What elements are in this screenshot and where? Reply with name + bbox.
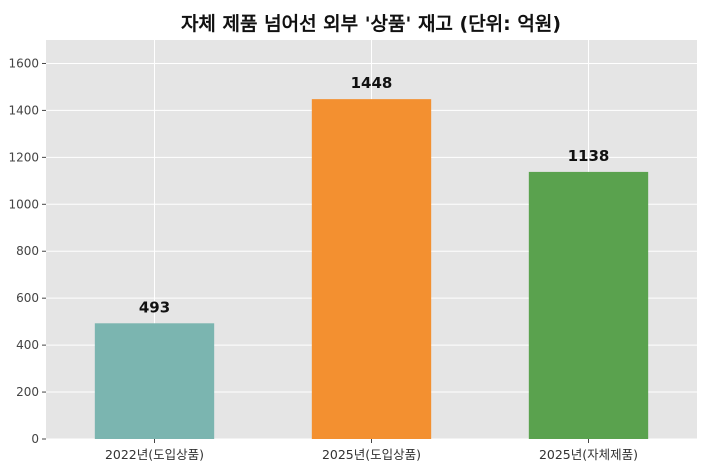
chart-title: 자체 제품 넘어선 외부 '상품' 재고 (단위: 억원) xyxy=(181,13,561,35)
x-tick-label: 2022년(도입상품) xyxy=(105,447,204,462)
y-tick-label: 1400 xyxy=(8,103,39,117)
y-axis: 0 200 400 600 800 1000 1200 1400 1600 xyxy=(8,56,46,446)
bar xyxy=(528,171,649,439)
x-tick-label: 2025년(도입상품) xyxy=(322,447,421,462)
bar xyxy=(311,99,432,440)
data-label: 1138 xyxy=(568,147,610,165)
y-tick-label: 0 xyxy=(31,432,39,446)
y-tick-label: 1200 xyxy=(8,150,39,164)
y-tick-label: 1600 xyxy=(8,56,39,70)
y-tick-label: 800 xyxy=(16,244,39,258)
bar xyxy=(94,323,215,439)
y-tick-label: 1000 xyxy=(8,197,39,211)
y-tick-label: 200 xyxy=(16,385,39,399)
x-axis: 2022년(도입상품) 2025년(도입상품) 2025년(자체제품) xyxy=(105,439,638,462)
data-label: 1448 xyxy=(351,74,393,92)
data-label: 493 xyxy=(139,298,170,316)
y-tick-label: 400 xyxy=(16,338,39,352)
data-labels: 493 1448 1138 xyxy=(139,74,610,316)
y-tick-label: 600 xyxy=(16,291,39,305)
x-tick-label: 2025년(자체제품) xyxy=(539,447,638,462)
bars xyxy=(94,99,649,440)
